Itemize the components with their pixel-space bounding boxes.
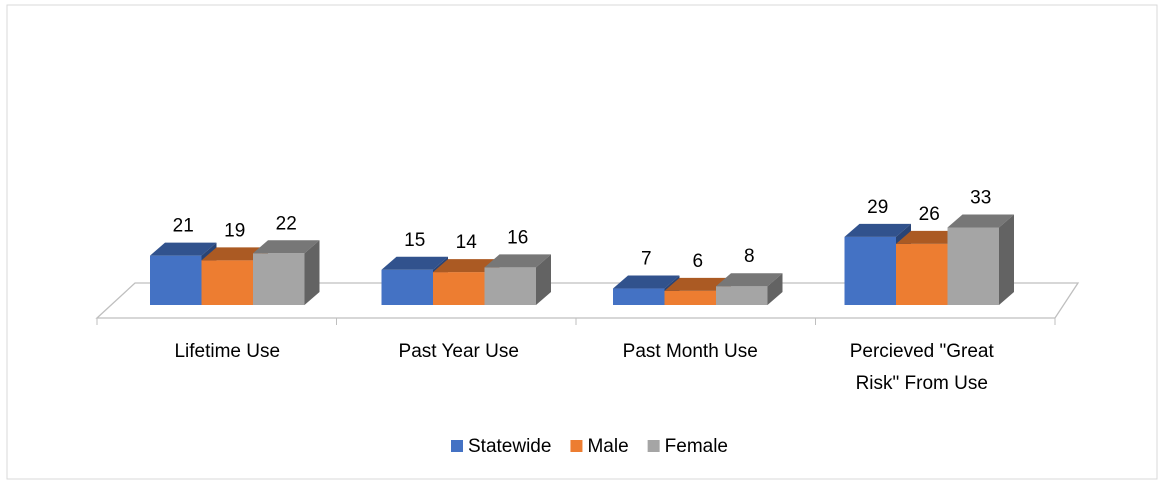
data-label: 7 <box>641 249 652 270</box>
data-label: 26 <box>919 204 940 225</box>
bar-top <box>947 214 1014 228</box>
legend-swatch <box>570 440 583 452</box>
legend-label: Female <box>665 436 728 457</box>
data-label: 16 <box>507 227 528 248</box>
bar-front <box>484 267 536 305</box>
bar-front <box>613 288 665 305</box>
legend-label: Male <box>587 436 628 457</box>
bar-top <box>433 259 500 273</box>
bar-top <box>844 223 911 237</box>
bar-front <box>664 290 716 305</box>
x-tick-label: Lifetime Use <box>174 341 280 362</box>
legend-swatch <box>647 440 660 452</box>
bar-top <box>150 242 217 256</box>
legend-swatch <box>451 440 463 452</box>
bar-front <box>844 236 896 305</box>
bar-side <box>536 254 551 305</box>
data-label: 15 <box>404 230 425 251</box>
bar-front <box>150 255 202 305</box>
bar-front <box>716 286 768 305</box>
data-label: 14 <box>456 232 478 253</box>
data-label: 22 <box>276 213 297 234</box>
bar-top <box>484 254 551 268</box>
bar-front <box>896 243 948 305</box>
legend-label: Statewide <box>468 436 551 457</box>
data-label: 19 <box>224 220 245 241</box>
bar-front <box>433 272 485 305</box>
bar-side <box>767 273 783 305</box>
bar-top <box>613 275 680 289</box>
bar-top <box>896 230 963 244</box>
bar-top <box>201 247 268 261</box>
bar-top <box>664 277 731 291</box>
data-label: 33 <box>970 187 991 208</box>
floor <box>95 282 1080 319</box>
bar-front <box>253 253 305 305</box>
data-label: 29 <box>867 197 888 218</box>
data-label: 6 <box>692 251 703 272</box>
x-tick-label: Past Year Use <box>399 341 519 362</box>
data-label: 8 <box>744 246 755 267</box>
bar-side <box>999 214 1014 305</box>
x-tick-label: Past Month Use <box>623 341 758 362</box>
bar-front <box>201 260 253 305</box>
bar-top <box>253 240 320 254</box>
bar-side <box>304 240 320 305</box>
data-label: 21 <box>173 216 194 237</box>
bar-front <box>381 269 433 305</box>
x-tick-label: Percieved "Great Risk" From Use <box>850 341 995 394</box>
bar-front <box>947 227 999 305</box>
bar-top <box>716 273 783 287</box>
bar-top <box>381 256 448 270</box>
